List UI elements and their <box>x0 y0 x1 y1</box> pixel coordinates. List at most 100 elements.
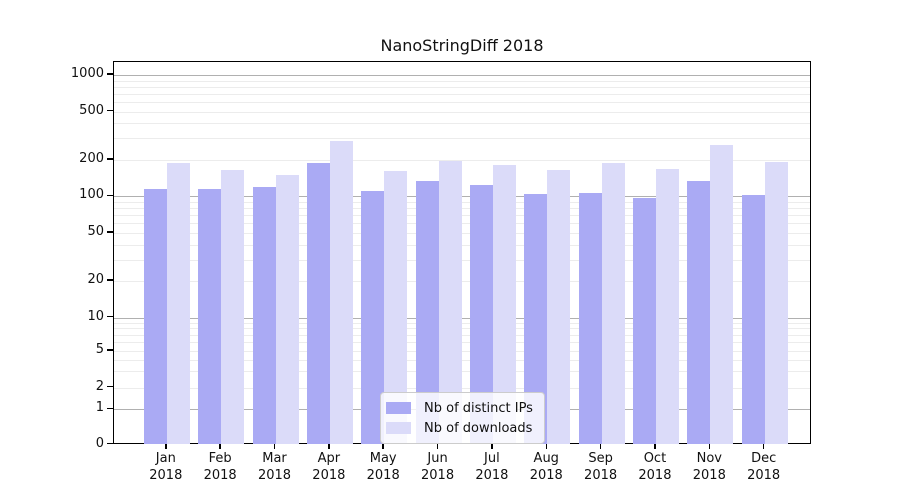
bar-downloads-may <box>384 170 408 445</box>
y-tick-mark-5 <box>107 349 113 351</box>
x-tick-mark-aug <box>545 443 547 449</box>
gridline-500 <box>114 111 810 113</box>
gridline-6 <box>114 342 810 344</box>
gridline-5 <box>114 351 810 352</box>
y-tick-label-2: 2 <box>95 378 104 394</box>
gridline-2 <box>114 387 810 389</box>
bar-distinct-ips-aug <box>524 193 548 445</box>
bar-downloads-oct <box>655 168 679 445</box>
gridline-80 <box>114 208 810 210</box>
x-tick-mark-jul <box>491 443 493 449</box>
bar-distinct-ips-apr <box>306 162 330 445</box>
gridline-40 <box>114 244 810 246</box>
gridline-100 <box>114 196 810 198</box>
gridline-400 <box>114 123 810 125</box>
legend-label-downloads: Nb of downloads <box>424 420 533 436</box>
y-tick-mark-50 <box>107 231 113 233</box>
y-tick-label-1000: 1000 <box>70 66 104 81</box>
gridline-10 <box>114 317 810 319</box>
gridline-7 <box>114 334 810 336</box>
y-tick-mark-0 <box>107 442 113 445</box>
legend-row-downloads: Nb of downloads <box>386 418 536 438</box>
legend-swatch-downloads <box>386 422 411 434</box>
y-tick-mark-500 <box>107 109 113 112</box>
x-tick-mark-apr <box>328 443 330 449</box>
gridline-200 <box>114 159 810 161</box>
bar-distinct-ips-jun <box>415 181 439 445</box>
y-tick-label-0: 0 <box>95 435 104 451</box>
y-tick-label-20: 20 <box>87 272 104 288</box>
gridline-20 <box>114 281 810 283</box>
x-tick-mark-may <box>382 443 384 449</box>
x-tick-mark-mar <box>273 443 276 449</box>
y-tick-label-10: 10 <box>87 308 104 324</box>
gridline-60 <box>114 223 810 225</box>
bar-downloads-sep <box>601 163 625 445</box>
gridline-3 <box>114 371 810 373</box>
bar-distinct-ips-mar <box>252 186 276 445</box>
x-tick-label-feb: Feb 2018 <box>203 450 237 483</box>
x-tick-label-aug: Aug 2018 <box>529 450 563 483</box>
bar-downloads-dec <box>764 161 788 445</box>
y-tick-label-200: 200 <box>79 150 104 166</box>
gridline-4 <box>114 359 810 361</box>
bar-downloads-mar <box>275 174 299 445</box>
x-tick-label-jun: Jun 2018 <box>421 450 455 483</box>
y-tick-label-5: 5 <box>95 342 104 357</box>
x-tick-mark-oct <box>654 443 656 449</box>
x-tick-label-jul: Jul 2018 <box>475 450 509 483</box>
x-tick-label-jan: Jan 2018 <box>149 450 183 483</box>
gridline-90 <box>114 201 810 203</box>
gridline-800 <box>114 86 810 88</box>
bar-downloads-nov <box>710 144 734 445</box>
y-tick-label-1: 1 <box>95 400 104 416</box>
bar-distinct-ips-nov <box>687 180 711 445</box>
bar-downloads-feb <box>221 169 245 445</box>
legend-swatch-distinct-ips <box>386 402 411 414</box>
x-tick-mark-sep <box>599 443 602 449</box>
bar-downloads-jan <box>166 162 190 445</box>
gridline-50 <box>114 232 810 234</box>
bar-downloads-jul <box>492 164 516 445</box>
x-tick-label-mar: Mar 2018 <box>257 450 292 483</box>
gridline-8 <box>114 328 810 330</box>
bar-downloads-aug <box>547 169 571 445</box>
gridline-1000 <box>114 75 810 76</box>
y-tick-mark-200 <box>107 158 113 160</box>
gridline-70 <box>114 215 810 217</box>
bar-distinct-ips-jan <box>143 188 167 445</box>
x-tick-label-dec: Dec 2018 <box>747 450 781 483</box>
gridline-900 <box>114 80 810 82</box>
x-tick-mark-jun <box>436 443 439 449</box>
bar-downloads-apr <box>329 140 353 445</box>
gridline-700 <box>114 93 810 95</box>
x-tick-mark-nov <box>708 443 711 449</box>
bar-distinct-ips-oct <box>632 197 656 445</box>
y-tick-label-500: 500 <box>79 102 104 118</box>
x-tick-mark-feb <box>219 443 221 449</box>
y-tick-label-50: 50 <box>87 223 104 239</box>
y-tick-mark-20 <box>107 279 113 281</box>
y-tick-mark-1 <box>107 407 113 410</box>
y-tick-mark-1000 <box>107 73 113 75</box>
gridline-300 <box>114 138 810 140</box>
x-tick-label-apr: Apr 2018 <box>312 450 346 483</box>
x-tick-mark-jan <box>165 443 167 449</box>
plot-area <box>113 61 811 445</box>
x-tick-label-sep: Sep 2018 <box>584 450 618 483</box>
bar-distinct-ips-jul <box>469 185 493 445</box>
gridline-30 <box>114 259 810 261</box>
y-tick-mark-2 <box>107 385 113 388</box>
x-tick-label-oct: Oct 2018 <box>638 450 672 483</box>
chart-title: NanoStringDiff 2018 <box>380 36 544 55</box>
x-tick-label-nov: Nov 2018 <box>692 450 726 483</box>
x-tick-mark-dec <box>762 443 765 449</box>
y-tick-label-100: 100 <box>79 187 104 203</box>
legend: Nb of distinct IPs Nb of downloads <box>380 392 545 444</box>
y-tick-mark-100 <box>107 194 113 197</box>
gridline-9 <box>114 322 810 324</box>
bar-distinct-ips-may <box>361 191 385 445</box>
legend-label-distinct-ips: Nb of distinct IPs <box>424 400 533 416</box>
bar-downloads-jun <box>438 161 462 445</box>
